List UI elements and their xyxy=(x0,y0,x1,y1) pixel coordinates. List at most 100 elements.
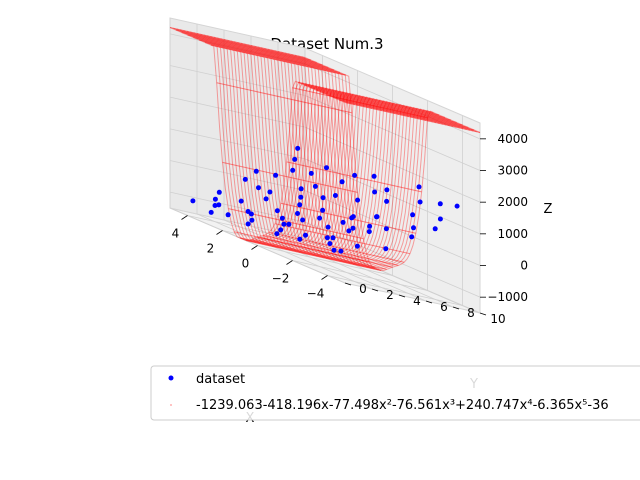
data-point xyxy=(383,226,389,232)
data-point xyxy=(417,199,423,205)
surface-line xyxy=(210,36,386,251)
surface-line xyxy=(251,238,387,270)
surface-line xyxy=(260,47,437,262)
surface-line xyxy=(344,102,481,133)
surface-line xyxy=(271,49,447,264)
grid-line-y xyxy=(304,48,481,314)
surface-line xyxy=(254,45,430,260)
surface-line xyxy=(292,87,428,119)
data-point xyxy=(432,226,438,232)
data-point xyxy=(383,246,389,252)
z-tick-label: −1000 xyxy=(487,290,528,304)
data-point xyxy=(212,203,218,208)
x-tick-label: −2 xyxy=(272,272,290,286)
legend-label-surface: -1239.063-418.196x-77.498x²-76.561x³+240… xyxy=(196,398,609,413)
legend-label-dataset: dataset xyxy=(196,372,245,387)
data-point xyxy=(212,196,218,202)
surface-line xyxy=(223,39,400,254)
surface-line xyxy=(190,31,366,246)
surface-line xyxy=(267,48,444,263)
data-point xyxy=(267,189,273,195)
surface-line xyxy=(284,52,460,267)
data-point xyxy=(256,185,261,191)
data-point xyxy=(281,221,287,227)
surface-line xyxy=(230,40,406,255)
data-point xyxy=(320,195,326,201)
data-point xyxy=(332,193,338,198)
surface-line xyxy=(269,231,405,263)
data-point xyxy=(331,247,337,253)
surface-line xyxy=(193,37,329,68)
surface-line xyxy=(179,29,356,244)
x-tick-label: 0 xyxy=(242,257,250,271)
grid-line-z xyxy=(169,191,481,298)
surface-line xyxy=(239,237,376,269)
y-tick xyxy=(398,294,406,298)
data-point xyxy=(290,167,296,173)
data-point xyxy=(295,145,301,151)
surface-line xyxy=(169,27,346,242)
data-point xyxy=(355,197,361,203)
surface-line xyxy=(193,32,369,247)
surface-line xyxy=(204,42,341,73)
surface-line xyxy=(315,89,451,121)
data-point xyxy=(320,207,326,213)
data-point xyxy=(384,187,390,193)
y-tick-label: 6 xyxy=(440,300,448,314)
y-tick xyxy=(371,288,379,292)
surface-line xyxy=(245,240,381,271)
surface-line xyxy=(304,57,481,272)
data-point xyxy=(409,234,415,240)
grid-line-z xyxy=(169,96,481,203)
data-point xyxy=(300,217,306,223)
data-point xyxy=(324,235,330,241)
legend-marker-surface xyxy=(170,404,172,406)
data-point xyxy=(339,179,345,185)
surface-line xyxy=(222,161,358,193)
surface-line xyxy=(294,54,471,269)
surface-line xyxy=(281,51,457,266)
grid-line-y xyxy=(250,36,427,302)
x-tick-label: 2 xyxy=(207,242,215,256)
data-point xyxy=(454,203,460,209)
data-point xyxy=(352,172,358,178)
surface-line xyxy=(200,33,376,248)
data-point xyxy=(273,172,279,178)
data-point xyxy=(325,224,331,230)
data-point xyxy=(286,221,292,227)
data-point xyxy=(274,231,280,237)
data-point xyxy=(411,225,416,231)
grid-line-z xyxy=(169,160,481,266)
data-point xyxy=(312,183,318,189)
data-point xyxy=(245,221,251,227)
data-point xyxy=(279,215,285,221)
data-point xyxy=(295,211,300,216)
z-axis-label: Z xyxy=(544,202,553,217)
data-point xyxy=(372,189,378,195)
surface-line xyxy=(274,50,450,265)
data-point xyxy=(297,236,303,242)
data-point xyxy=(416,184,422,190)
surface-line xyxy=(186,30,363,245)
surface-line xyxy=(327,94,463,126)
x-tick xyxy=(251,245,258,250)
surface-line xyxy=(199,39,335,71)
surface-line xyxy=(333,97,469,128)
surface-line xyxy=(298,55,474,270)
data-point xyxy=(208,209,214,215)
grid-line-y xyxy=(223,30,400,296)
y-tick-label: 0 xyxy=(359,282,367,296)
surface-line xyxy=(247,44,423,259)
y-tick xyxy=(425,300,433,304)
data-point xyxy=(366,229,372,235)
surface-line xyxy=(244,43,420,258)
surface-line xyxy=(213,36,390,251)
surface-line xyxy=(169,27,306,58)
z-tick-label: 4000 xyxy=(497,132,528,146)
data-point xyxy=(303,232,308,238)
legend: dataset -1239.063-418.196x-77.498x²-76.5… xyxy=(150,365,640,421)
surface-line xyxy=(301,56,477,271)
data-point xyxy=(216,202,222,208)
data-point xyxy=(278,227,284,233)
